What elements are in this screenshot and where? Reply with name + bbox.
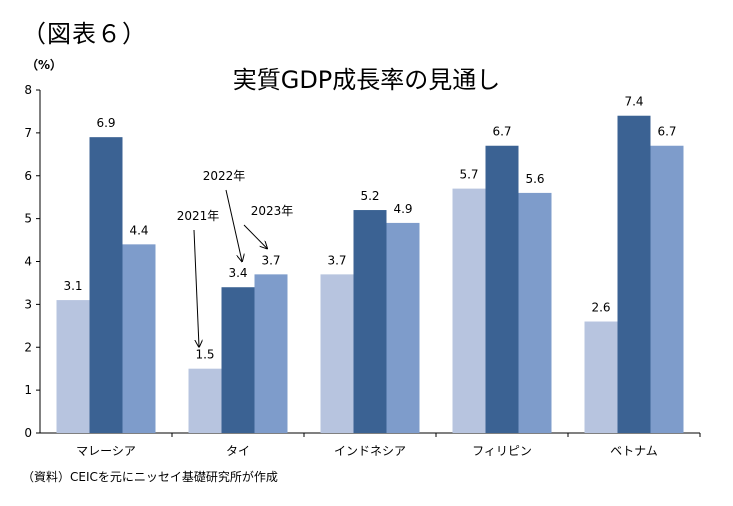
data-label: 1.5 <box>195 348 214 362</box>
data-label: 3.7 <box>327 253 346 267</box>
bar <box>353 210 387 433</box>
bar <box>650 145 684 434</box>
bar <box>452 188 486 433</box>
chart-title: 実質GDP成長率の見通し <box>232 66 501 94</box>
data-label: 3.7 <box>261 253 280 267</box>
data-label: 6.7 <box>657 125 676 139</box>
data-label: 3.4 <box>228 266 247 280</box>
x-tick-label: タイ <box>226 444 250 458</box>
bar <box>254 274 288 433</box>
y-tick-label: 2 <box>24 340 32 354</box>
figure-label: （図表６） <box>22 20 147 48</box>
annotation-arrow <box>243 224 267 248</box>
bar <box>485 145 519 434</box>
bar <box>221 287 255 433</box>
x-tick-label: ベトナム <box>610 444 658 458</box>
bar <box>584 321 618 433</box>
data-label: 2.6 <box>591 301 610 315</box>
y-tick-label: 5 <box>24 212 32 226</box>
data-label: 5.6 <box>525 172 544 186</box>
y-tick-label: 7 <box>24 126 32 140</box>
data-label: 4.9 <box>393 202 412 216</box>
bar <box>122 244 156 433</box>
bar <box>518 192 552 433</box>
data-label: 7.4 <box>624 95 643 109</box>
bar <box>188 368 222 433</box>
series-annotation: 2023年 <box>251 204 294 218</box>
bar <box>320 274 354 433</box>
x-tick-label: インドネシア <box>334 444 406 458</box>
series-annotation: 2022年 <box>203 169 246 183</box>
y-tick-label: 8 <box>24 83 32 97</box>
x-tick-label: フィリピン <box>472 444 532 458</box>
y-tick-label: 3 <box>24 297 32 311</box>
data-label: 3.1 <box>63 279 82 293</box>
data-label: 5.2 <box>360 189 379 203</box>
bar <box>386 222 420 433</box>
bar <box>617 115 651 433</box>
annotation-arrow <box>193 229 199 347</box>
y-axis-unit: （%） <box>26 58 63 72</box>
x-tick-label: マレーシア <box>76 444 136 458</box>
source-note: （資料）CEICを元にニッセイ基礎研究所が作成 <box>22 470 278 484</box>
y-tick-label: 4 <box>24 255 32 269</box>
annotation-arrow <box>225 189 242 261</box>
y-tick-label: 1 <box>24 383 32 397</box>
bar <box>56 300 90 433</box>
bar <box>89 137 123 433</box>
data-label: 4.4 <box>129 223 148 237</box>
data-label: 6.7 <box>492 125 511 139</box>
data-label: 5.7 <box>459 168 478 182</box>
data-label: 6.9 <box>96 116 115 130</box>
y-tick-label: 0 <box>24 426 32 440</box>
y-tick-label: 6 <box>24 169 32 183</box>
series-annotation: 2021年 <box>177 209 220 223</box>
